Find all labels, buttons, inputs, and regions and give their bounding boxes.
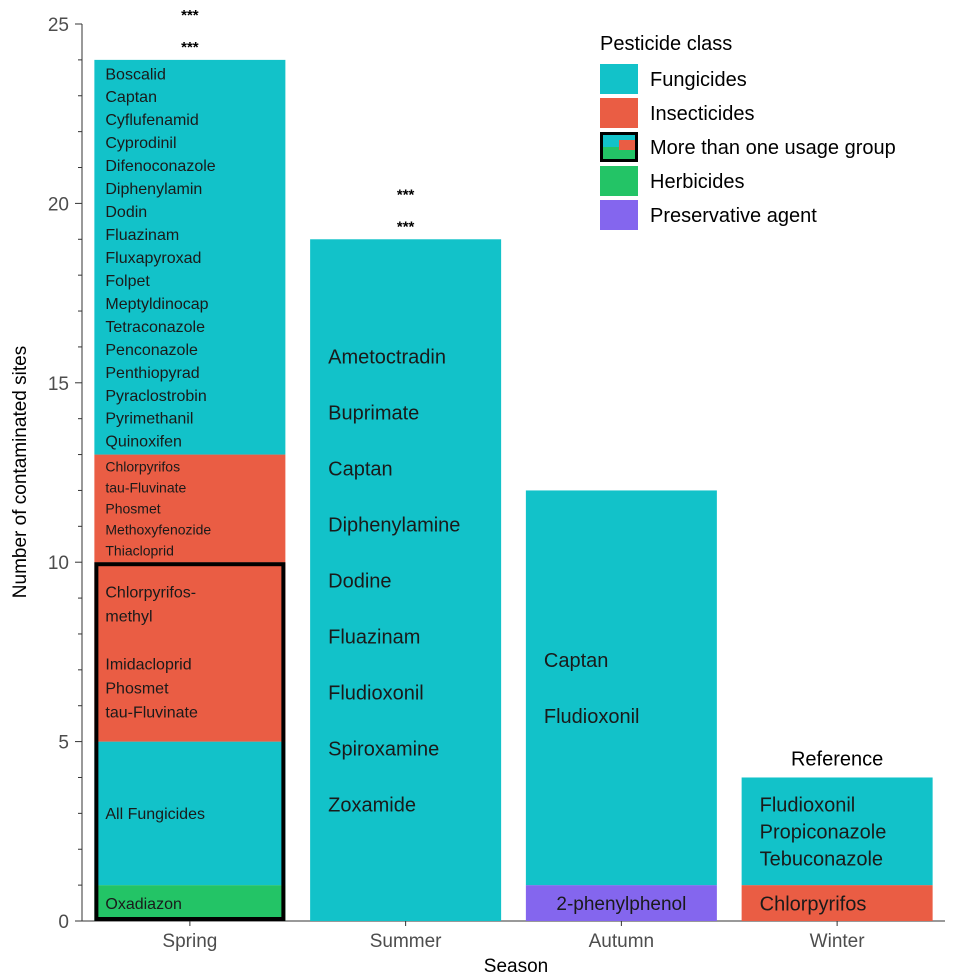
bar-summer: Ametoctradin Buprimate Captan Diphenylamine… — [310, 186, 502, 921]
bar-segment-label: Cyflufenamid — [105, 112, 198, 129]
legend-swatch-part — [600, 147, 638, 162]
bar-segment-label: Phosmet — [105, 681, 169, 698]
bar-segment-label: Fludioxonil — [760, 795, 856, 817]
bar-segment-label: Ametoctradin — [328, 346, 446, 368]
bar-autumn: 2-phenylphenol Captan Fludioxonil — [525, 490, 717, 921]
legend-label: Fungicides — [650, 69, 747, 91]
bar-spring: Oxadiazon All Fungicides Chlorpyrifos-meth… — [94, 7, 286, 921]
bar-segment-label: tau-Fluvinate — [105, 479, 186, 495]
bar-segment-label: Meptyldinocap — [105, 296, 208, 313]
legend-item: Herbicides — [600, 166, 744, 196]
bar-segment-label: Fluxapyroxad — [105, 250, 201, 267]
bar-segment-label: Dodine — [328, 570, 391, 592]
x-tick-label: Spring — [162, 931, 217, 952]
bar-segment-label: Zoxamide — [328, 794, 416, 816]
bar-segment-label: Captan — [105, 89, 157, 106]
legend-label: More than one usage group — [650, 137, 896, 159]
y-tick-label: 20 — [48, 194, 69, 215]
bar-segment-label: Tetraconazole — [105, 319, 205, 336]
x-tick-label: Autumn — [589, 931, 654, 952]
legend-swatch-outline — [600, 132, 638, 162]
x-tick-label: Summer — [370, 931, 442, 952]
bar-segment-label: Pyraclostrobin — [105, 388, 206, 405]
significance-label: *** — [397, 186, 415, 203]
bar-segment — [94, 59, 286, 455]
bar-segment-label: Chlorpyrifos — [760, 893, 867, 915]
bar-segment-label: Propiconazole — [760, 822, 887, 844]
bar-segment — [741, 777, 933, 886]
bar-winter: Chlorpyrifos Fludioxonil Propiconazole Tebu… — [741, 748, 933, 921]
legend-swatch — [600, 98, 638, 128]
legend-swatch — [600, 166, 638, 196]
bar-segment — [94, 741, 286, 886]
bar-segment-label: Folpet — [105, 273, 150, 290]
legend-swatch-part — [619, 140, 638, 150]
bar-segment — [310, 239, 502, 921]
bar-segment-label: Diphenylamine — [328, 514, 460, 536]
bar-segment-label: Pyrimethanil — [105, 411, 193, 428]
bar-segment-label: Boscalid — [105, 66, 165, 83]
bar-segment-label: Fludioxonil — [544, 706, 640, 728]
legend-item: Fungicides — [600, 64, 747, 94]
bar-segment-label: Tebuconazole — [760, 849, 883, 871]
y-tick-label: 25 — [48, 15, 69, 36]
bar-segment-label: Methoxyfenozide — [105, 521, 211, 537]
legend-swatch — [600, 64, 638, 94]
significance-label: *** — [397, 218, 415, 235]
bar-segment-label: Penthiopyrad — [105, 365, 199, 382]
significance-label: *** — [181, 7, 199, 24]
y-tick-label: 10 — [48, 553, 69, 574]
x-tick-label: Winter — [810, 931, 866, 952]
bars: Oxadiazon All Fungicides Chlorpyrifos-meth… — [94, 7, 933, 921]
bar-segment-label: All Fungicides — [105, 806, 205, 823]
legend-item: More than one usage group — [600, 132, 896, 162]
bar-segment-label: Difenoconazole — [105, 158, 215, 175]
x-axis-title: Season — [484, 956, 548, 977]
bar-segment-label: Imidacloprid — [105, 657, 191, 674]
legend-swatch — [600, 200, 638, 230]
y-tick-label: 0 — [58, 912, 69, 933]
bar-segment-label: Buprimate — [328, 402, 419, 424]
bar-segment-label: Captan — [544, 650, 609, 672]
bar-segment-label: Thiacloprid — [105, 542, 173, 558]
y-tick-label: 5 — [58, 733, 69, 754]
y-tick-label: 15 — [48, 374, 69, 395]
bar-segment-label: Chlorpyrifos- — [105, 585, 196, 602]
legend-item: Preservative agent — [600, 200, 817, 230]
bar-segment-label: Cyprodinil — [105, 135, 176, 152]
legend-title: Pesticide class — [600, 33, 732, 55]
bar-segment-label: Oxadiazon — [105, 896, 182, 913]
legend: Pesticide class Fungicides Insecticides Mor… — [600, 33, 896, 230]
legend-label: Herbicides — [650, 171, 744, 193]
bar-segment — [94, 885, 286, 921]
bar-segment-label: tau-Fluvinate — [105, 705, 198, 722]
y-axis-title: Number of contaminated sites — [10, 346, 31, 598]
bar-segment — [525, 885, 717, 921]
bar-segment-label: Quinoxifen — [105, 434, 182, 451]
bar-segment-label: 2-phenylphenol — [556, 894, 686, 915]
bar-segment — [525, 490, 717, 886]
bar-segment-label: Phosmet — [105, 500, 160, 516]
bar-segment-label: Dodin — [105, 204, 147, 221]
significance-label: *** — [181, 39, 199, 56]
bar-segment — [94, 454, 286, 563]
bar-segment-label: Fluazinam — [105, 227, 179, 244]
legend-label: Insecticides — [650, 103, 755, 125]
bar-segment-label: Penconazole — [105, 342, 198, 359]
bar-segment — [741, 885, 933, 921]
bar-segment — [94, 562, 286, 742]
bar-segment-label: methyl — [105, 609, 152, 626]
bar-annotation: Reference — [791, 748, 883, 770]
bar-segment-label: Spiroxamine — [328, 738, 439, 760]
bar-segment-label: Fludioxonil — [328, 682, 424, 704]
legend-label: Preservative agent — [650, 205, 817, 227]
legend-item: Insecticides — [600, 98, 755, 128]
bar-segment-label: Diphenylamin — [105, 181, 202, 198]
bar-segment-label: Fluazinam — [328, 626, 420, 648]
multi-usage-outline — [94, 562, 286, 921]
bar-segment-label: Chlorpyrifos — [105, 458, 180, 474]
bar-segment-label: Captan — [328, 458, 393, 480]
